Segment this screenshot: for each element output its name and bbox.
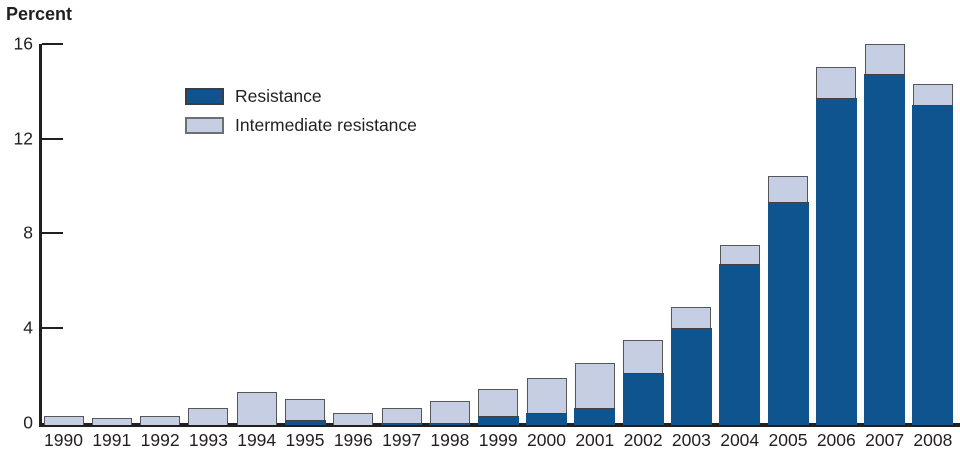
bar-intermediate-resistance-2008 [912,83,954,425]
bar-intermediate-resistance-1994 [236,391,277,425]
x-tick-label-2003: 2003 [671,430,711,450]
intermediate-swatch-icon [185,117,224,134]
bar-intermediate-resistance-2003 [670,306,712,425]
y-tick-label: 16 [13,33,33,54]
bar-intermediate-resistance-1997 [381,407,423,425]
resistance-swatch-icon [185,88,224,105]
legend: Resistance Intermediate resistance [185,85,417,146]
x-tick-label-2006: 2006 [816,430,856,450]
x-tick-label-1992: 1992 [140,430,180,450]
bar-intermediate-resistance-2005 [767,175,809,425]
bar-segment-resistance-2005 [767,201,809,425]
x-tick-label-2001: 2001 [575,430,615,450]
bar-intermediate-resistance-1998 [429,400,471,425]
bar-segment-resistance-1999 [477,415,519,425]
x-tick-label-1990: 1990 [44,430,83,450]
bar-intermediate-resistance-1990 [43,415,84,425]
legend-item-resistance: Resistance [185,85,417,106]
bar-segment-resistance-2004 [719,263,761,425]
y-tick-mark [41,137,63,140]
bar-intermediate-resistance-1992 [140,415,181,425]
y-tick-label: 8 [23,222,33,243]
y-tick-label: 4 [23,317,33,338]
bar-intermediate-resistance-1991 [91,417,132,425]
bar-segment-resistance-2001 [574,407,616,425]
bar-segment-resistance-2008 [912,104,954,425]
bar-intermediate-resistance-1999 [477,388,519,425]
legend-item-intermediate-resistance: Intermediate resistance [185,114,417,135]
bar-segment-resistance-1997 [381,422,423,425]
bar-segment-resistance-1995 [284,419,326,425]
bar-intermediate-resistance-2000 [526,377,567,425]
bar-segment-resistance-2003 [670,327,712,425]
bar-intermediate-resistance-2001 [574,362,616,425]
x-tick-label-2002: 2002 [623,430,663,450]
y-tick-mark [41,42,63,45]
bar-segment-resistance-2002 [622,372,664,425]
x-tick-label-1995: 1995 [285,430,325,450]
y-axis-line [38,44,42,426]
x-tick-label-2008: 2008 [913,430,953,450]
bar-segment-resistance-1998 [429,422,471,425]
bar-segment-resistance-2000 [526,412,567,425]
bar-intermediate-resistance-2004 [719,244,761,425]
legend-label: Intermediate resistance [235,114,417,135]
y-axis-title: Percent [6,4,73,24]
legend-label: Resistance [235,85,322,106]
bar-intermediate-resistance-1993 [188,407,229,425]
bar-intermediate-resistance-2002 [622,339,664,425]
bar-intermediate-resistance-1996 [333,412,374,425]
x-tick-label-1996: 1996 [333,430,373,450]
x-tick-label-1994: 1994 [237,430,277,450]
x-tick-label-1998: 1998 [430,430,470,450]
x-tick-label-1991: 1991 [92,430,132,450]
x-tick-label-2000: 2000 [527,430,566,450]
x-tick-label-2005: 2005 [768,430,808,450]
bar-intermediate-resistance-2006 [815,66,857,425]
y-tick-mark [41,327,63,330]
y-tick-mark [41,232,63,235]
x-tick-label-1999: 1999 [478,430,518,450]
bar-intermediate-resistance-2007 [864,43,906,425]
x-tick-label-2007: 2007 [865,430,905,450]
x-tick-label-2004: 2004 [720,430,760,450]
bar-intermediate-resistance-1995 [284,398,326,425]
bar-segment-resistance-2006 [815,97,857,425]
x-tick-label-1997: 1997 [382,430,422,450]
x-axis-line [38,423,960,427]
x-tick-label-1993: 1993 [188,430,228,450]
y-tick-label: 12 [13,127,33,148]
bar-segment-resistance-2007 [864,73,906,425]
y-tick-label: 0 [23,412,33,433]
